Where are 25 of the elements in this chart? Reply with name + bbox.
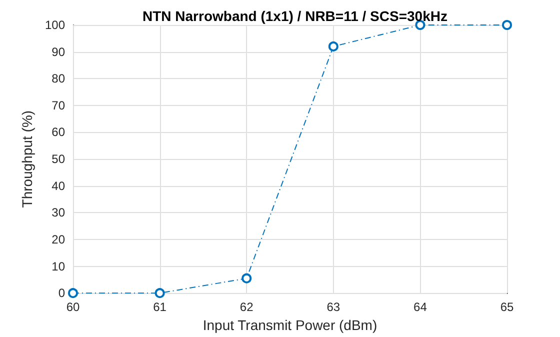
y-tick-label: 30 — [52, 206, 66, 220]
x-tick-label: 65 — [500, 300, 514, 314]
y-tick-label: 40 — [52, 178, 66, 193]
y-tick-label: 80 — [52, 72, 66, 86]
y-tick-label: 60 — [52, 125, 66, 140]
x-tick-label: 61 — [153, 300, 167, 314]
x-tick-label: 60 — [66, 300, 80, 314]
x-tick-label: 63 — [326, 300, 340, 314]
y-tick-label: 20 — [52, 232, 66, 246]
x-tick-label: 64 — [414, 300, 428, 314]
y-tick-label: 70 — [52, 98, 66, 112]
y-tick-label: 10 — [52, 259, 66, 274]
x-tick-label: 62 — [240, 300, 254, 314]
chart-title: NTN Narrowband (1x1) / NRB=11 / SCS=30kHz — [142, 8, 448, 24]
y-tick-label: 90 — [52, 44, 66, 59]
y-tick-label: 50 — [52, 152, 66, 166]
point — [502, 20, 512, 30]
point — [68, 288, 78, 298]
y-tick-label: 0 — [58, 286, 66, 300]
point — [328, 41, 338, 52]
y-axis-title: Throughput (%) — [19, 110, 36, 208]
point — [242, 273, 252, 284]
x-axis-title: Input Transmit Power (dBm) — [202, 317, 378, 333]
point — [154, 288, 165, 298]
y-tick-label: 100 — [44, 18, 66, 32]
